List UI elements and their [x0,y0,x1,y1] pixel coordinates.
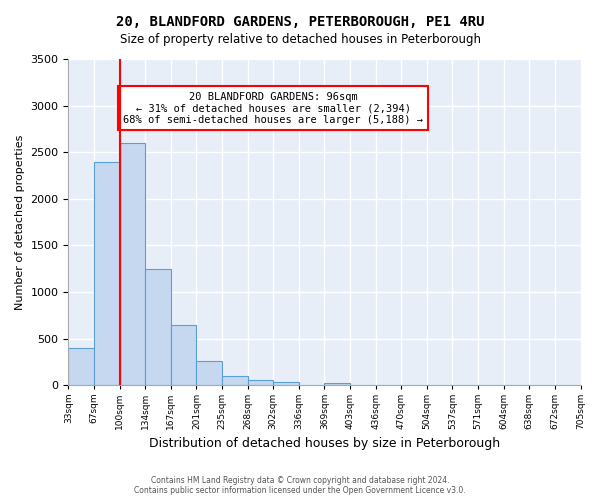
Text: 20 BLANDFORD GARDENS: 96sqm
← 31% of detached houses are smaller (2,394)
68% of : 20 BLANDFORD GARDENS: 96sqm ← 31% of det… [123,92,423,125]
Bar [325,382,350,386]
Bar [68,348,94,386]
Bar [248,380,273,386]
Text: 20, BLANDFORD GARDENS, PETERBOROUGH, PE1 4RU: 20, BLANDFORD GARDENS, PETERBOROUGH, PE1… [116,15,484,29]
Bar [222,376,248,386]
Bar [94,162,119,386]
Text: Contains HM Land Registry data © Crown copyright and database right 2024.
Contai: Contains HM Land Registry data © Crown c… [134,476,466,495]
Bar [196,361,222,386]
X-axis label: Distribution of detached houses by size in Peterborough: Distribution of detached houses by size … [149,437,500,450]
Bar [145,269,171,386]
Bar [119,143,145,386]
Bar [171,324,196,386]
Y-axis label: Number of detached properties: Number of detached properties [15,134,25,310]
Bar [273,382,299,386]
Text: Size of property relative to detached houses in Peterborough: Size of property relative to detached ho… [119,32,481,46]
